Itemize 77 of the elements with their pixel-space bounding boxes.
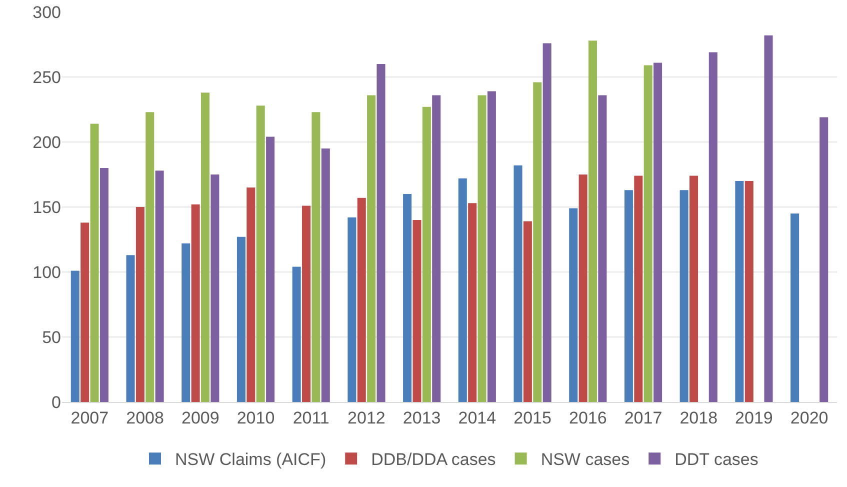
bar [478,95,486,402]
bar [321,148,330,402]
bar [680,190,688,402]
bar [468,203,477,402]
x-tick-label: 2010 [236,408,275,428]
bar [376,64,386,402]
bar [624,190,633,402]
bar [70,270,80,402]
bar [191,204,200,402]
bar [422,106,431,402]
bar [292,266,301,402]
x-tick-label: 2013 [402,408,441,428]
bar [182,243,190,402]
legend-label: NSW Claims (AICF) [175,450,326,470]
bar [200,92,210,402]
bar [136,207,144,402]
bar [634,176,643,402]
x-tick-label: 2017 [624,408,662,428]
x-tick-label: 2012 [348,408,386,428]
bar [100,168,108,402]
bar [542,43,552,402]
bar [246,188,256,402]
x-tick-label: 2011 [292,408,330,428]
y-tick-label: 0 [52,392,61,412]
bar [80,222,90,402]
bar [266,136,275,402]
legend-label: DDT cases [674,450,758,470]
x-tick-label: 2020 [790,408,828,428]
legend-label: NSW cases [540,450,630,470]
bar [487,91,496,402]
bar [403,194,412,402]
y-tick-label: 300 [32,2,61,22]
bar [432,95,441,402]
bar [126,255,135,402]
bar [312,112,320,402]
bar [569,208,578,402]
x-tick-label: 2018 [680,408,718,428]
y-tick-label: 100 [32,262,61,282]
bar [708,52,718,402]
bar [654,62,662,402]
bar [578,174,588,402]
x-tick-label: 2009 [181,408,220,428]
bar [735,181,744,402]
x-tick-label: 2007 [70,408,109,428]
bar [533,82,542,402]
bar [598,95,607,402]
bar [690,176,698,402]
bar [514,165,522,402]
bar [357,198,366,402]
x-tick-label: 2008 [126,408,164,428]
bar [588,40,597,402]
bar [90,124,99,402]
y-tick-label: 200 [32,132,61,152]
y-tick-label: 150 [32,198,61,217]
bar [412,220,422,402]
bar [764,35,773,402]
bar [367,95,376,402]
bar [820,117,828,402]
y-tick-label: 250 [32,68,61,87]
bar [523,221,532,402]
bar [348,217,356,402]
bar [210,174,220,402]
y-tick-label: 50 [42,328,61,347]
bar [236,236,246,402]
bar [458,178,467,402]
bar [256,106,265,402]
x-tick-label: 2019 [735,408,773,428]
bar [302,206,311,402]
bar [146,112,154,402]
legend-label: DDB/DDA cases [371,450,496,470]
bar [644,65,652,402]
x-tick-label: 2014 [458,408,496,428]
bar [155,170,164,402]
bar [790,214,800,402]
x-tick-label: 2015 [514,408,552,428]
x-tick-label: 2016 [568,408,607,428]
bar [744,181,754,402]
